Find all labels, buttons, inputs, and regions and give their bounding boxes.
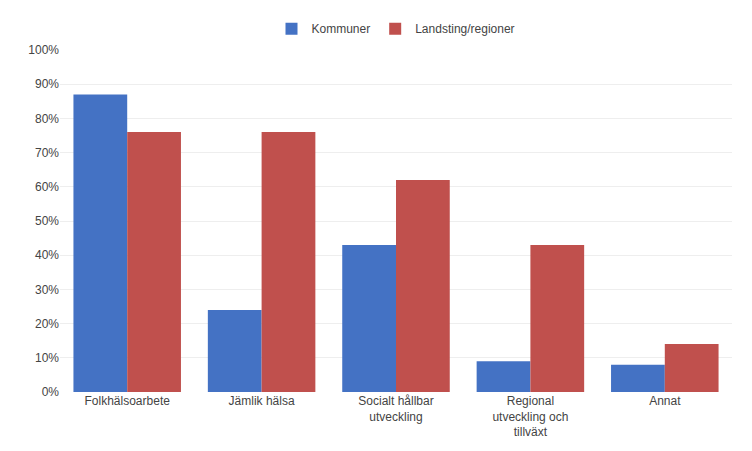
svg-text:Kommuner: Kommuner: [312, 22, 371, 36]
svg-text:40%: 40%: [35, 248, 59, 262]
svg-text:30%: 30%: [35, 283, 59, 297]
svg-text:Folkhälsoarbete: Folkhälsoarbete: [85, 394, 171, 408]
svg-text:20%: 20%: [35, 317, 59, 331]
svg-text:100%: 100%: [28, 43, 59, 57]
svg-text:0%: 0%: [42, 385, 60, 399]
svg-text:80%: 80%: [35, 112, 59, 126]
svg-text:10%: 10%: [35, 351, 59, 365]
svg-text:Socialt hållbarutveckling: Socialt hållbarutveckling: [358, 394, 433, 424]
svg-text:Landsting/regioner: Landsting/regioner: [415, 22, 514, 36]
svg-text:90%: 90%: [35, 77, 59, 91]
svg-text:70%: 70%: [35, 146, 59, 160]
svg-text:Annat: Annat: [649, 394, 681, 408]
svg-text:Jämlik hälsa: Jämlik hälsa: [229, 394, 295, 408]
svg-text:50%: 50%: [35, 214, 59, 228]
svg-text:60%: 60%: [35, 180, 59, 194]
svg-text:Regionalutveckling ochtillväxt: Regionalutveckling ochtillväxt: [492, 394, 568, 439]
